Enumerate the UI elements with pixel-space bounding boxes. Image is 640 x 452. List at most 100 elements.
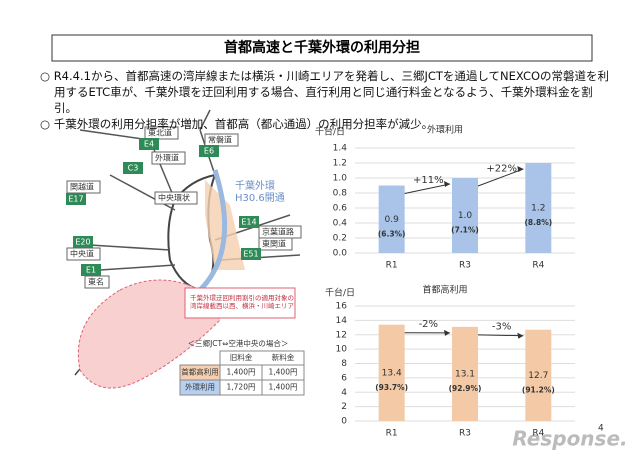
x-tick-label: R4 [532, 429, 544, 439]
bar [378, 185, 405, 253]
y-tick-label: 16 [336, 302, 348, 312]
new-road-label: 千葉外環 H30.6開通 [235, 179, 285, 204]
y-tick-label: 14 [336, 316, 348, 326]
share-label: (7.1%) [451, 226, 479, 235]
x-tick-label: R1 [386, 261, 398, 271]
bullets: ○ R4.4.1から、首都高速の湾岸線または横浜・川崎エリアを発着し、三郷JCT… [40, 68, 610, 132]
map-label: E4 [144, 140, 154, 149]
table-header: 新料金 [272, 352, 295, 362]
route-badge [123, 162, 143, 174]
chart-title: 外環利用 [427, 124, 463, 136]
share-label: (92.9%) [449, 384, 482, 393]
map-label: E6 [204, 147, 214, 156]
route-badge [139, 138, 159, 150]
route-badge [239, 216, 259, 228]
y-tick-label: 12 [336, 330, 347, 340]
table-cell-text: 1,720円 [227, 383, 256, 392]
new-road [198, 169, 228, 292]
share-label: (8.8%) [525, 218, 553, 227]
y-tick-label: 0 [341, 417, 347, 427]
y-tick-label: 0.4 [333, 219, 348, 229]
value-label: 1.0 [458, 211, 473, 221]
share-label: (93.7%) [375, 383, 408, 392]
bar [525, 329, 552, 421]
y-tick-label: 10 [336, 345, 348, 355]
annotation: -2% [419, 319, 438, 330]
y-tick-label: 1.2 [333, 159, 347, 169]
route-badge [66, 193, 86, 205]
table-cell [261, 379, 305, 396]
route-badge [73, 236, 93, 248]
bar [525, 163, 552, 253]
map-label: 中央道 [70, 249, 94, 259]
y-axis-label: 千台/日 [325, 287, 355, 299]
y-tick-label: 1.0 [333, 174, 348, 184]
route-badge [81, 264, 101, 276]
map-label: 常磐道 [208, 135, 232, 145]
y-tick-label: 6 [341, 373, 347, 383]
table-cell-text: 1,400円 [227, 368, 256, 377]
trend-arrow [477, 168, 524, 187]
callout-text: 千葉外環迂回利用割引の適用対象の湾岸線載西以西、横浜・川崎エリア [190, 293, 295, 310]
map-label: E17 [68, 195, 83, 204]
y-tick-label: 0.0 [333, 249, 348, 259]
bar [452, 178, 478, 253]
value-label: 0.9 [385, 215, 400, 225]
label-box [66, 247, 101, 261]
map-label: 外環道 [155, 153, 179, 163]
x-tick-label: R3 [459, 261, 471, 271]
trend-arrow [404, 183, 451, 194]
map-label: E1 [86, 266, 96, 275]
annotation: +11% [413, 175, 444, 186]
value-label: 13.4 [382, 368, 402, 378]
label-box [151, 151, 186, 165]
label-box [258, 237, 293, 251]
trend-arrow [477, 334, 524, 337]
x-tick-label: R1 [386, 429, 398, 439]
map-label: 中央環状 [158, 193, 190, 203]
title-box [51, 34, 593, 62]
table-cell-text: 外環利用 [185, 382, 215, 392]
y-tick-label: 4 [341, 388, 347, 398]
x-tick-label: R4 [532, 261, 544, 271]
value-label: 12.7 [528, 371, 548, 381]
watermark: Response. [512, 427, 627, 451]
bullet: ○ R4.4.1から、首都高速の湾岸線または横浜・川崎エリアを発着し、三郷JCT… [40, 69, 610, 115]
annotation: +22% [486, 164, 517, 175]
route-badge [199, 145, 219, 157]
map-label: 東関道 [262, 239, 286, 249]
x-tick-label: R3 [459, 429, 471, 439]
label-box [144, 126, 179, 140]
table-cell-text: 首都高利用 [181, 367, 219, 377]
map-label: 東名 [88, 277, 104, 287]
label-box [154, 191, 198, 205]
arrow-head [517, 166, 524, 172]
value-label: 1.2 [531, 204, 545, 214]
table-header: 旧料金 [230, 352, 253, 362]
y-tick-label: 0.6 [333, 204, 348, 214]
map-label: E14 [241, 218, 256, 227]
label-box [84, 275, 110, 289]
map-label: 関越道 [70, 182, 94, 192]
y-tick-label: 2 [341, 402, 347, 412]
map-label: 東北道 [148, 128, 172, 138]
route-badge [241, 248, 261, 260]
arrow-head [517, 332, 524, 339]
table-caption: ＜三郷JCT⇔空港中央の場合＞ [188, 338, 289, 348]
bar [452, 326, 478, 421]
bullet: ○ 千葉外環の利用分担率が増加、首都高（都心通過）の利用分担率が減少。 [40, 117, 434, 131]
bar [378, 324, 405, 421]
table-cell-text: 1,400円 [269, 368, 298, 377]
y-tick-label: 1.4 [333, 144, 348, 154]
title: 首都高速と千葉外環の利用分担 [224, 39, 420, 56]
y-tick-label: 0.8 [333, 189, 348, 199]
label-box [204, 133, 239, 147]
arrow-head [444, 329, 450, 336]
y-tick-label: 8 [341, 359, 347, 369]
table-cell-text: 1,400円 [269, 383, 298, 392]
callout-box [184, 287, 296, 319]
page-number: 4 [598, 424, 604, 434]
map-label: E20 [75, 238, 90, 247]
